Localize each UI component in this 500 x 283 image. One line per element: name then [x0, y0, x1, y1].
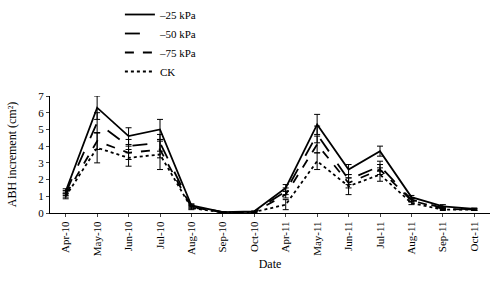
svg-text:Jul-10: Jul-10 [154, 221, 166, 249]
svg-text:–50 kPa: –50 kPa [159, 28, 196, 40]
svg-text:May-10: May-10 [91, 221, 103, 256]
svg-text:Apr-10: Apr-10 [59, 221, 71, 253]
svg-text:Oct-11: Oct-11 [468, 221, 480, 251]
svg-text:–75 kPa: –75 kPa [159, 47, 196, 59]
svg-text:CK: CK [160, 66, 175, 78]
svg-text:5: 5 [38, 123, 44, 135]
svg-text:7: 7 [38, 90, 44, 102]
svg-text:6: 6 [38, 107, 44, 119]
svg-text:2: 2 [38, 173, 44, 185]
svg-text:4: 4 [38, 140, 44, 152]
svg-text:Aug-11: Aug-11 [405, 221, 417, 254]
svg-text:Aug-10: Aug-10 [185, 221, 197, 255]
svg-text:Sep-10: Sep-10 [216, 221, 228, 253]
svg-text:Jun-10: Jun-10 [122, 221, 134, 251]
svg-text:Date: Date [259, 257, 282, 271]
svg-text:Oct-10: Oct-10 [248, 221, 260, 252]
svg-text:Jun-11: Jun-11 [342, 221, 354, 251]
svg-text:3: 3 [38, 157, 44, 169]
svg-text:1: 1 [38, 190, 44, 202]
svg-text:Sep-11: Sep-11 [436, 221, 448, 252]
svg-text:Apr-11: Apr-11 [279, 221, 291, 252]
svg-text:Jul-11: Jul-11 [374, 221, 386, 248]
svg-text:ABH increment (cm²): ABH increment (cm²) [5, 102, 19, 208]
svg-text:0: 0 [38, 207, 44, 219]
svg-text:–25 kPa: –25 kPa [159, 9, 196, 21]
svg-text:May-11: May-11 [311, 221, 323, 255]
